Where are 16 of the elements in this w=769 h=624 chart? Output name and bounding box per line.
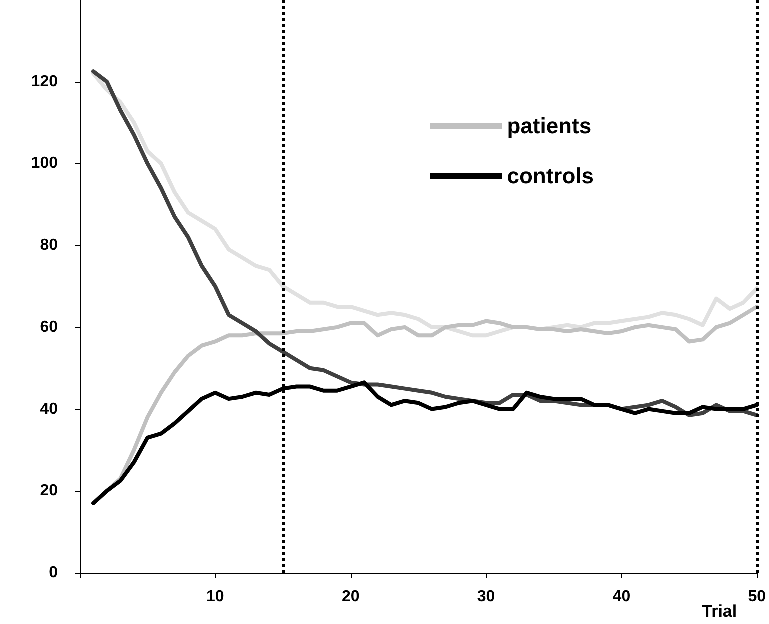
x-tick-label: 20 — [342, 588, 360, 606]
legend-label: controls — [507, 164, 594, 188]
line-series — [92, 72, 760, 338]
y-tick-label: 120 — [31, 73, 58, 90]
y-tick-label: 20 — [40, 482, 58, 500]
y-tick-label: 40 — [40, 400, 58, 418]
y-tick-label: 80 — [40, 237, 58, 254]
y-tick-label: 60 — [40, 318, 58, 336]
legend-label: patients — [507, 114, 592, 138]
x-tick-label: 30 — [477, 588, 496, 606]
x-tick-label: 10 — [206, 588, 224, 606]
x-tick-label: 50 — [748, 588, 766, 606]
y-tick-label: 0 — [49, 564, 58, 582]
y-tick-label: 100 — [31, 155, 58, 172]
x-tick-label: 40 — [612, 588, 631, 606]
x-axis-title: Trial — [702, 602, 738, 621]
